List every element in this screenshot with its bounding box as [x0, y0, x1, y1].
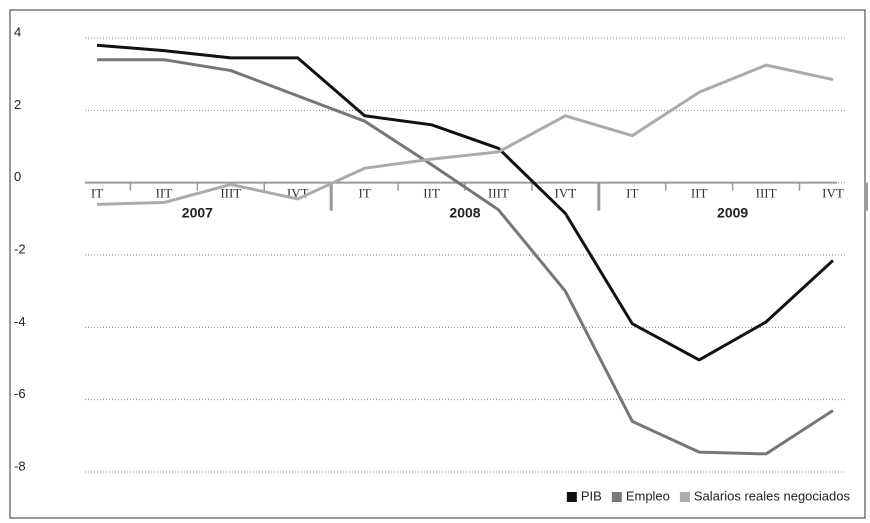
legend-label: PIB [581, 488, 602, 503]
y-tick-label: -4 [14, 314, 26, 329]
group-label: 2009 [717, 204, 748, 220]
x-tick-label: IIT [156, 186, 173, 201]
group-label: 2008 [449, 204, 480, 220]
x-tick-label: IIIT [488, 186, 509, 201]
legend-label: Salarios reales negociados [694, 488, 851, 503]
x-tick-label: IT [91, 186, 103, 201]
legend-label: Empleo [626, 488, 670, 503]
x-tick-label: IT [626, 186, 638, 201]
y-tick-label: -6 [14, 386, 26, 401]
x-tick-label: IIT [423, 186, 440, 201]
y-tick-label: -2 [14, 241, 26, 256]
y-tick-label: -8 [14, 458, 26, 473]
group-label: 2007 [182, 204, 213, 220]
x-tick-label: IT [358, 186, 370, 201]
y-tick-label: 4 [14, 24, 21, 39]
x-tick-label: IIIT [220, 186, 241, 201]
x-tick-label: IIIT [756, 186, 777, 201]
x-tick-label: IIT [691, 186, 708, 201]
series-line [96, 63, 834, 206]
x-tick-label: IVT [822, 186, 844, 201]
legend-swatch [611, 492, 622, 502]
frame [9, 9, 866, 519]
series-line [97, 58, 834, 456]
x-tick-label: IVT [555, 186, 577, 201]
legend-swatch [566, 492, 577, 502]
y-tick-label: 2 [14, 97, 21, 112]
legend-swatch [679, 492, 690, 502]
y-tick-label: 0 [14, 169, 21, 184]
series-line [96, 43, 835, 362]
